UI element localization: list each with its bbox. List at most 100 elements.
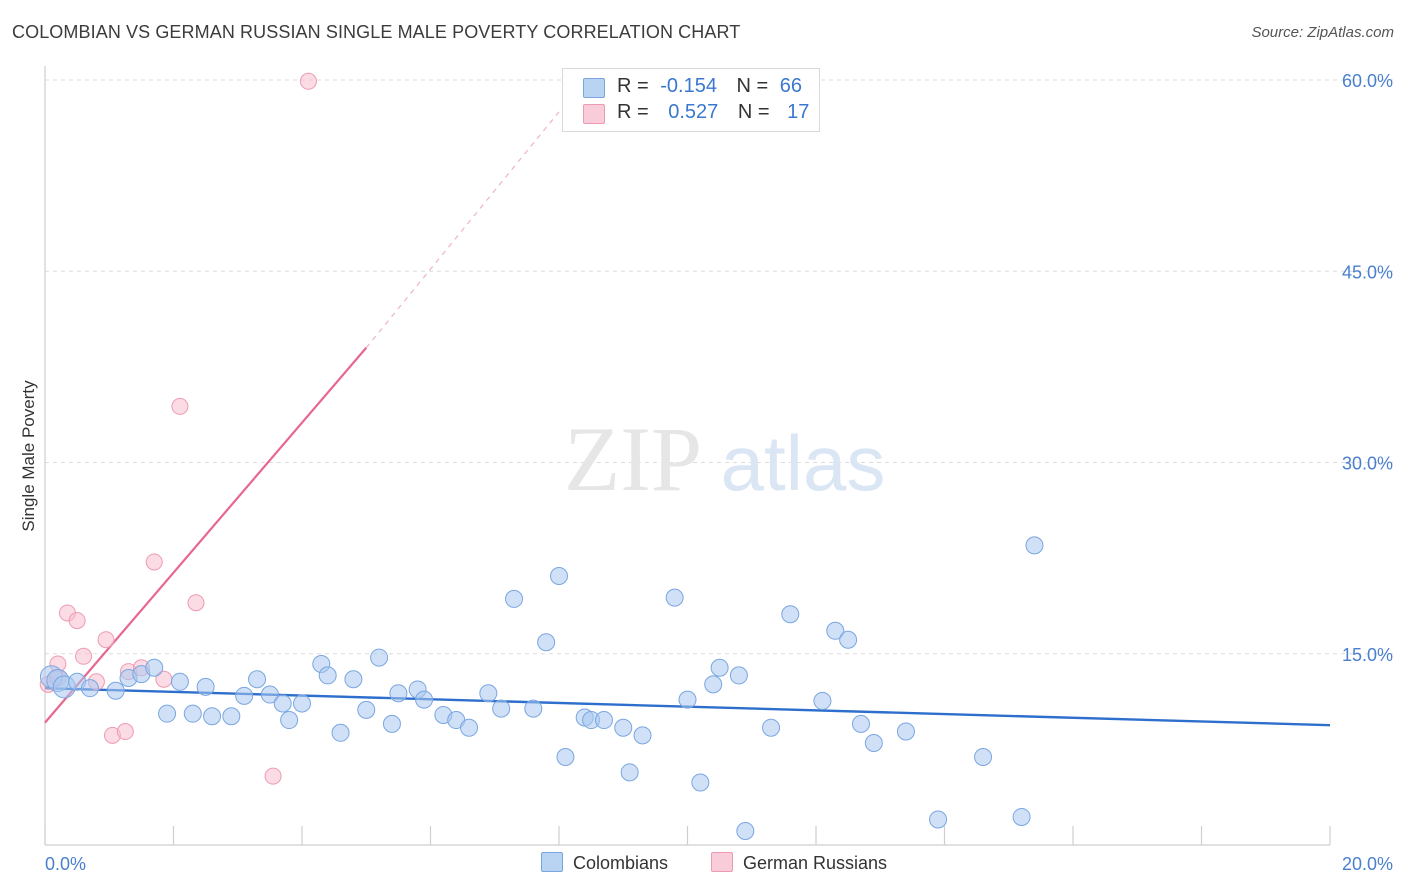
watermark-atlas: atlas bbox=[721, 419, 886, 507]
colombians-point bbox=[826, 621, 845, 640]
colombians-point bbox=[781, 605, 800, 624]
german-russians-point bbox=[116, 723, 134, 741]
colombians-point bbox=[524, 699, 543, 718]
german-russians-point bbox=[171, 397, 189, 415]
colombians-point bbox=[145, 658, 164, 677]
stats-legend: R = -0.154 N = 66 R = 0.527 N = 17 bbox=[562, 68, 820, 132]
legend-r-value: 0.527 bbox=[668, 101, 719, 123]
colombians-point bbox=[479, 684, 498, 703]
german-russians-point bbox=[264, 767, 282, 785]
x-tick-label: 20.0% bbox=[1342, 854, 1393, 874]
colombians-point bbox=[158, 704, 177, 723]
colombians-point bbox=[357, 700, 376, 719]
colombians-point bbox=[293, 694, 311, 713]
german-russians-swatch bbox=[711, 852, 733, 872]
colombians-point bbox=[106, 681, 125, 700]
colombians-point bbox=[614, 718, 633, 737]
colombians-point bbox=[691, 773, 710, 792]
german-russians-point bbox=[75, 647, 93, 665]
colombians-point bbox=[710, 658, 729, 677]
colombians-point bbox=[864, 734, 883, 752]
colombians-point bbox=[389, 684, 408, 703]
legend-german-russians[interactable]: German Russians bbox=[711, 852, 887, 874]
colombians-point bbox=[505, 589, 524, 608]
german-russians-point bbox=[145, 553, 163, 571]
colombians-point bbox=[370, 648, 389, 667]
y-tick-label: 60.0% bbox=[1342, 71, 1393, 91]
source-label: Source: ZipAtlas.com bbox=[1251, 24, 1394, 41]
colombians-point bbox=[196, 677, 215, 696]
colombians-point bbox=[460, 718, 479, 737]
legend-german-russians-label: German Russians bbox=[743, 853, 888, 873]
colombians-point bbox=[170, 672, 189, 691]
colombians-point bbox=[839, 630, 858, 649]
colombians-point bbox=[729, 666, 748, 685]
legend-colombians[interactable]: Colombians bbox=[541, 852, 668, 874]
colombians-point bbox=[550, 566, 568, 585]
colombians-point bbox=[318, 666, 337, 685]
colombians-point bbox=[762, 718, 781, 737]
colombians-point bbox=[896, 722, 915, 741]
colombians-point bbox=[704, 675, 723, 694]
colombians-swatch bbox=[583, 78, 605, 98]
colombians-point bbox=[851, 714, 870, 733]
colombians-point bbox=[273, 694, 292, 713]
german-russians-trend-extension bbox=[365, 111, 560, 349]
tick-marks bbox=[44, 826, 1331, 845]
colombians-points bbox=[39, 536, 1044, 840]
colombians-point bbox=[665, 588, 684, 607]
colombians-point bbox=[633, 726, 652, 745]
watermark-zip: ZIP bbox=[564, 408, 702, 510]
legend-n-value: 66 bbox=[779, 75, 803, 97]
colombians-point bbox=[678, 690, 697, 709]
colombians-point bbox=[620, 763, 639, 782]
series-legend: Colombians German Russians bbox=[0, 852, 1406, 878]
legend-n-value: 17 bbox=[787, 101, 810, 123]
german-russians-point bbox=[187, 594, 205, 612]
legend-n-label: N = bbox=[737, 101, 770, 123]
colombians-point bbox=[235, 686, 254, 705]
colombians-point bbox=[331, 723, 350, 742]
tick-labels: 15.0% 30.0% 45.0% 60.0% 0.0% 20.0% bbox=[45, 71, 1393, 874]
colombians-point bbox=[222, 707, 241, 726]
colombians-point bbox=[382, 714, 401, 733]
colombians-point bbox=[260, 685, 279, 704]
german-russians-swatch bbox=[583, 104, 605, 124]
colombians-point bbox=[280, 711, 299, 730]
colombians-point bbox=[80, 679, 99, 698]
y-axis-label: Single Male Poverty bbox=[19, 380, 38, 532]
colombians-point bbox=[183, 704, 202, 723]
chart-title: COLOMBIAN VS GERMAN RUSSIAN SINGLE MALE … bbox=[12, 22, 741, 42]
colombians-point bbox=[594, 711, 613, 730]
colombians-point bbox=[556, 748, 575, 767]
colombians-point bbox=[492, 699, 511, 718]
watermark: ZIP atlas bbox=[564, 408, 885, 510]
colombians-point bbox=[344, 670, 363, 689]
legend-r-label: R = bbox=[617, 75, 649, 97]
legend-n-label: N = bbox=[736, 75, 769, 97]
legend-r-label: R = bbox=[617, 101, 649, 123]
german-russians-point bbox=[97, 631, 115, 649]
grid-lines bbox=[45, 79, 1395, 655]
colombians-point bbox=[203, 707, 222, 726]
colombians-point bbox=[736, 821, 755, 840]
y-tick-label: 15.0% bbox=[1342, 645, 1393, 665]
legend-colombians-label: Colombians bbox=[573, 853, 669, 873]
legend-r-value: -0.154 bbox=[660, 75, 717, 97]
colombians-point bbox=[974, 748, 993, 767]
colombians-point bbox=[415, 690, 434, 709]
colombians-point bbox=[537, 633, 556, 652]
y-tick-label: 45.0% bbox=[1342, 262, 1393, 282]
colombians-swatch bbox=[541, 852, 563, 872]
german-russians-point bbox=[68, 612, 86, 630]
colombians-point bbox=[1025, 536, 1044, 555]
colombians-point bbox=[813, 691, 832, 710]
colombians-point bbox=[1012, 807, 1031, 826]
y-tick-label: 30.0% bbox=[1342, 454, 1393, 474]
colombians-point bbox=[929, 810, 948, 829]
colombians-point bbox=[248, 670, 267, 689]
german-russians-point bbox=[299, 72, 317, 90]
german-russians-trend-line bbox=[44, 347, 368, 724]
x-tick-label: 0.0% bbox=[45, 854, 86, 874]
